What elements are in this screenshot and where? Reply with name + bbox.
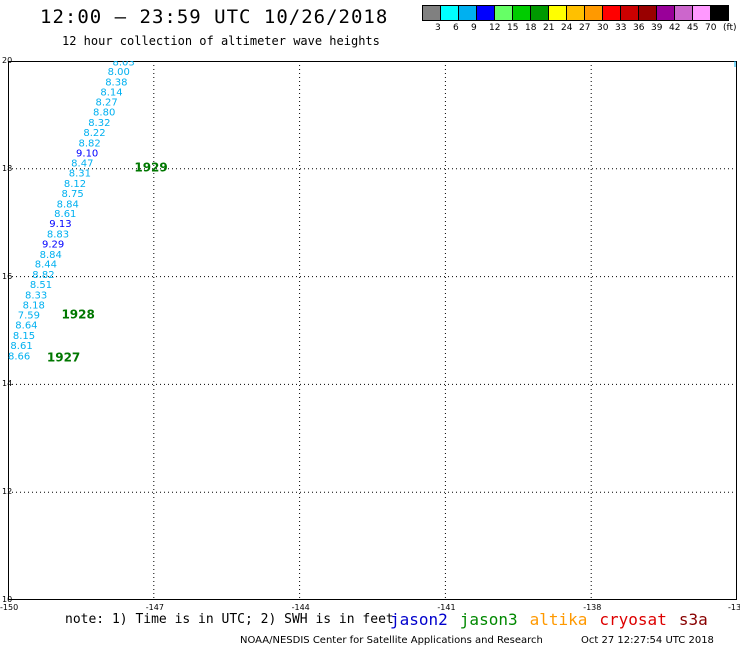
swh-observation: 7.59 xyxy=(18,310,40,321)
legend-label: 24 xyxy=(561,23,573,33)
satellite-altika: altika xyxy=(529,610,588,629)
swh-observation: 8.44 xyxy=(35,260,57,271)
footer-note: note: 1) Time is in UTC; 2) SWH is in fe… xyxy=(65,612,394,627)
legend-swatch xyxy=(710,5,729,21)
swh-observation: 8.12 xyxy=(64,179,86,190)
lon-tick-label: -141 xyxy=(437,603,456,612)
lon-tick-label: -150 xyxy=(0,603,19,612)
legend-label: 42 xyxy=(669,23,681,33)
lon-tick-label: -135 xyxy=(728,603,740,612)
lon-tick-label: -144 xyxy=(291,603,310,612)
legend-swatch xyxy=(674,5,693,21)
lat-tick-label: 14 xyxy=(2,379,13,389)
legend-swatch xyxy=(440,5,459,21)
swh-observation: 8.82 xyxy=(32,270,54,281)
swh-observation: 8.61 xyxy=(54,209,76,220)
legend-swatch xyxy=(638,5,657,21)
legend-swatch xyxy=(602,5,621,21)
lat-tick-label: 20 xyxy=(2,56,13,65)
map-frame xyxy=(8,61,737,600)
swh-observation: 8.80 xyxy=(93,108,115,119)
swh-observation: 9.10 xyxy=(76,149,98,160)
swh-observation: 8.64 xyxy=(15,321,37,332)
swh-observation: 9.13 xyxy=(49,219,71,230)
lat-tick-label: 16 xyxy=(2,271,13,281)
swh-observation: 8.18 xyxy=(23,301,45,312)
satellite-jason2: jason2 xyxy=(390,610,448,629)
legend-label: 9 xyxy=(471,23,477,33)
satellite-s3a: s3a xyxy=(678,610,708,629)
swh-observation: 8.75 xyxy=(61,189,83,200)
legend-label: 30 xyxy=(597,23,609,33)
swh-observation: 8.15 xyxy=(13,331,35,342)
legend-label: 36 xyxy=(633,23,645,33)
lat-tick-label: 10 xyxy=(2,595,13,604)
swh-observation: 8.51 xyxy=(30,280,52,291)
legend-swatch xyxy=(512,5,531,21)
swh-observation: 8.00 xyxy=(108,67,130,78)
generated-timestamp: Oct 27 12:27:54 UTC 2018 xyxy=(581,635,714,646)
swh-observation: 8.82 xyxy=(78,138,100,149)
legend-swatch xyxy=(566,5,585,21)
wave-height-map: 8.038.008.388.148.278.808.328.228.829.10… xyxy=(8,61,737,600)
swh-observation: 8.47 xyxy=(71,158,93,169)
legend-label: 15 xyxy=(507,23,519,33)
legend-swatch xyxy=(494,5,513,21)
swh-observation: 8.32 xyxy=(88,118,110,129)
lon-tick-label: -147 xyxy=(145,603,164,612)
swh-observation: 8.03 xyxy=(112,61,134,69)
page-title: 12:00 – 23:59 UTC 10/26/2018 xyxy=(40,6,389,28)
legend-label: (ft) xyxy=(723,23,737,33)
legend-label: 12 xyxy=(489,23,501,33)
swh-observation: 8.61 xyxy=(10,341,32,352)
legend-label: 21 xyxy=(543,23,555,33)
color-scale-legend xyxy=(422,5,729,21)
legend-label: 18 xyxy=(525,23,537,33)
pass-number-label: 1929 xyxy=(134,161,167,175)
swh-observation: 8.31 xyxy=(69,169,91,180)
swh-observation: 8.38 xyxy=(105,77,127,88)
swh-observation: 9.29 xyxy=(42,240,64,251)
legend-swatch xyxy=(620,5,639,21)
swh-observation: 8.83 xyxy=(47,229,69,240)
credit-text: NOAA/NESDIS Center for Satellite Applica… xyxy=(240,635,543,646)
legend-label: 6 xyxy=(453,23,459,33)
lat-tick-label: 12 xyxy=(2,487,13,497)
legend-swatch xyxy=(530,5,549,21)
legend-swatch xyxy=(692,5,711,21)
swh-observation: 8.33 xyxy=(25,290,47,301)
legend-label: 3 xyxy=(435,23,441,33)
legend-label: 45 xyxy=(687,23,699,33)
legend-swatch xyxy=(656,5,675,21)
legend-label: 33 xyxy=(615,23,627,33)
legend-label: 70 xyxy=(705,23,717,33)
legend-swatch xyxy=(458,5,477,21)
satellite-cryosat: cryosat xyxy=(599,610,667,629)
legend-label: 39 xyxy=(651,23,663,33)
swh-observation: 8.66 xyxy=(8,351,30,362)
pass-number-label: 1928 xyxy=(61,307,94,321)
legend-swatch xyxy=(422,5,441,21)
legend-swatch xyxy=(584,5,603,21)
swh-observation: 8.84 xyxy=(40,250,62,261)
swh-observation: 8.14 xyxy=(100,88,122,99)
lat-tick-label: 18 xyxy=(2,163,13,173)
swh-observation: 8.84 xyxy=(57,199,79,210)
legend-swatch xyxy=(476,5,495,21)
legend-label: 27 xyxy=(579,23,591,33)
satellite-jason3: jason3 xyxy=(459,610,518,629)
legend-swatch xyxy=(548,5,567,21)
swh-observation: 8.27 xyxy=(95,97,117,108)
swh-observation: 8.22 xyxy=(83,128,105,139)
page-subtitle: 12 hour collection of altimeter wave hei… xyxy=(62,34,380,48)
lon-tick-label: -138 xyxy=(583,603,602,612)
satellite-legend: jason2 jason3 altika cryosat s3a xyxy=(390,610,720,629)
pass-number-label: 1927 xyxy=(47,350,80,364)
